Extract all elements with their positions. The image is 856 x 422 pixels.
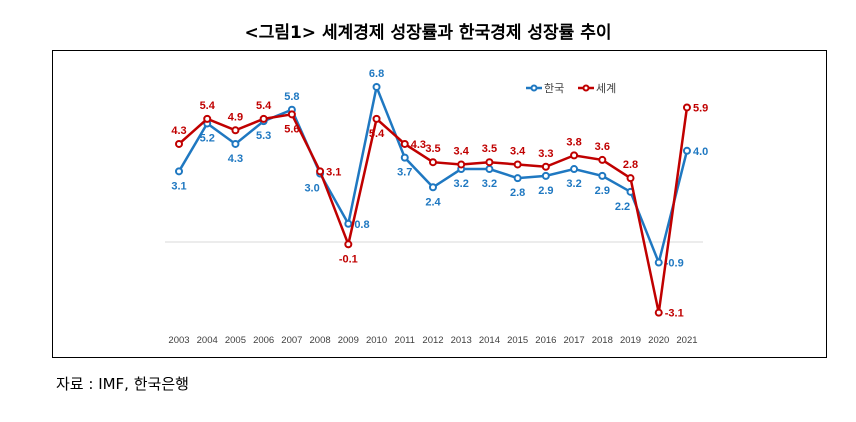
data-point-korea [682,146,691,155]
data-label-world: 5.9 [693,102,708,114]
data-point-korea [428,183,437,192]
data-point-world [344,240,353,249]
data-point-world [513,160,522,169]
data-label-world: 3.4 [454,145,470,157]
data-label-korea: 2.8 [510,187,525,199]
data-label-korea: 0.8 [354,219,369,231]
data-point-world [626,174,635,183]
data-point-world [654,308,663,317]
data-label-world: 3.5 [425,143,440,155]
data-label-korea: 2.4 [425,196,441,208]
data-label-korea: 3.0 [304,183,319,195]
data-point-world [372,114,381,123]
data-point-world [428,158,437,167]
data-label-korea: 3.7 [397,167,412,179]
x-tick-label: 2009 [338,335,359,346]
data-point-korea [231,139,240,148]
data-label-world: 3.5 [482,143,497,155]
data-label-korea: 6.8 [369,68,384,80]
data-label-korea: 5.8 [284,91,299,103]
x-tick-label: 2019 [620,335,641,346]
data-label-world: -3.1 [665,308,684,320]
x-tick-label: 2021 [676,335,697,346]
data-label-korea: 3.2 [482,178,497,190]
x-tick-label: 2018 [592,335,613,346]
data-point-korea [400,153,409,162]
data-point-korea [372,82,381,91]
data-label-world: -0.1 [339,253,358,265]
data-label-korea: 2.9 [595,185,610,197]
data-point-korea [598,171,607,180]
data-label-korea: 3.1 [171,180,186,192]
x-tick-label: 2016 [535,335,556,346]
data-label-korea: 3.2 [454,178,469,190]
data-label-korea: 5.2 [200,132,215,144]
x-tick-label: 2008 [310,335,331,346]
data-point-world [485,158,494,167]
data-label-world: 5.6 [284,123,299,135]
data-label-korea: 2.9 [538,185,553,197]
data-point-world [203,114,212,123]
data-point-korea [513,174,522,183]
data-label-world: 5.4 [256,100,272,112]
data-point-world [316,167,325,176]
data-point-korea [654,258,663,267]
x-tick-label: 2017 [564,335,585,346]
data-label-world: 5.4 [200,100,216,112]
data-point-world [541,162,550,171]
x-tick-label: 2012 [422,335,443,346]
data-label-world: 3.8 [566,136,581,148]
data-point-korea [541,171,550,180]
x-tick-label: 2010 [366,335,387,346]
x-tick-label: 2005 [225,335,246,346]
data-point-world [287,110,296,119]
x-tick-label: 2020 [648,335,669,346]
x-tick-label: 2014 [479,335,500,346]
x-tick-label: 2015 [507,335,528,346]
data-point-korea [344,219,353,228]
chart-frame [52,50,827,358]
legend-label-korea: 한국 [544,82,564,95]
data-point-korea [175,167,183,176]
data-point-world [570,151,579,160]
data-label-world: 4.3 [171,125,186,137]
data-label-korea: 2.2 [615,201,630,213]
series-line-korea [177,82,689,267]
data-label-world: 3.6 [595,141,610,153]
x-tick-label: 2013 [451,335,472,346]
data-point-world [259,114,268,123]
data-point-world [457,160,466,169]
data-label-world: 3.4 [510,145,526,157]
chart-title: <그림1> 세계경제 성장률과 한국경제 성장률 추이 [244,23,612,43]
data-label-world: 3.1 [326,166,341,178]
data-point-korea [570,165,579,174]
x-tick-label: 2006 [253,335,274,346]
data-label-korea: 5.3 [256,130,271,142]
data-label-korea: 3.2 [566,178,581,190]
data-label-world: 2.8 [623,159,638,171]
data-point-world [682,103,691,112]
legend-label-world: 세계 [596,82,616,95]
data-label-world: 4.9 [228,111,243,123]
legend-marker-world [582,84,590,92]
data-label-korea: 4.0 [693,146,708,158]
data-point-korea [485,165,494,174]
legend-marker-korea [530,84,538,92]
data-label-korea: -0.9 [665,258,684,270]
data-point-world [175,139,183,148]
x-tick-label: 2003 [168,335,189,346]
data-point-world [400,139,409,148]
source-note: 자료 : IMF, 한국은행 [56,375,189,393]
data-point-world [598,155,607,164]
data-label-world: 5.4 [369,128,385,140]
x-tick-label: 2004 [197,335,218,346]
x-tick-label: 2011 [395,335,415,346]
data-label-world: 3.3 [538,148,553,160]
data-label-world: 4.3 [411,139,426,151]
x-tick-label: 2007 [281,335,302,346]
data-label-korea: 4.3 [228,153,243,165]
data-point-world [231,126,240,135]
